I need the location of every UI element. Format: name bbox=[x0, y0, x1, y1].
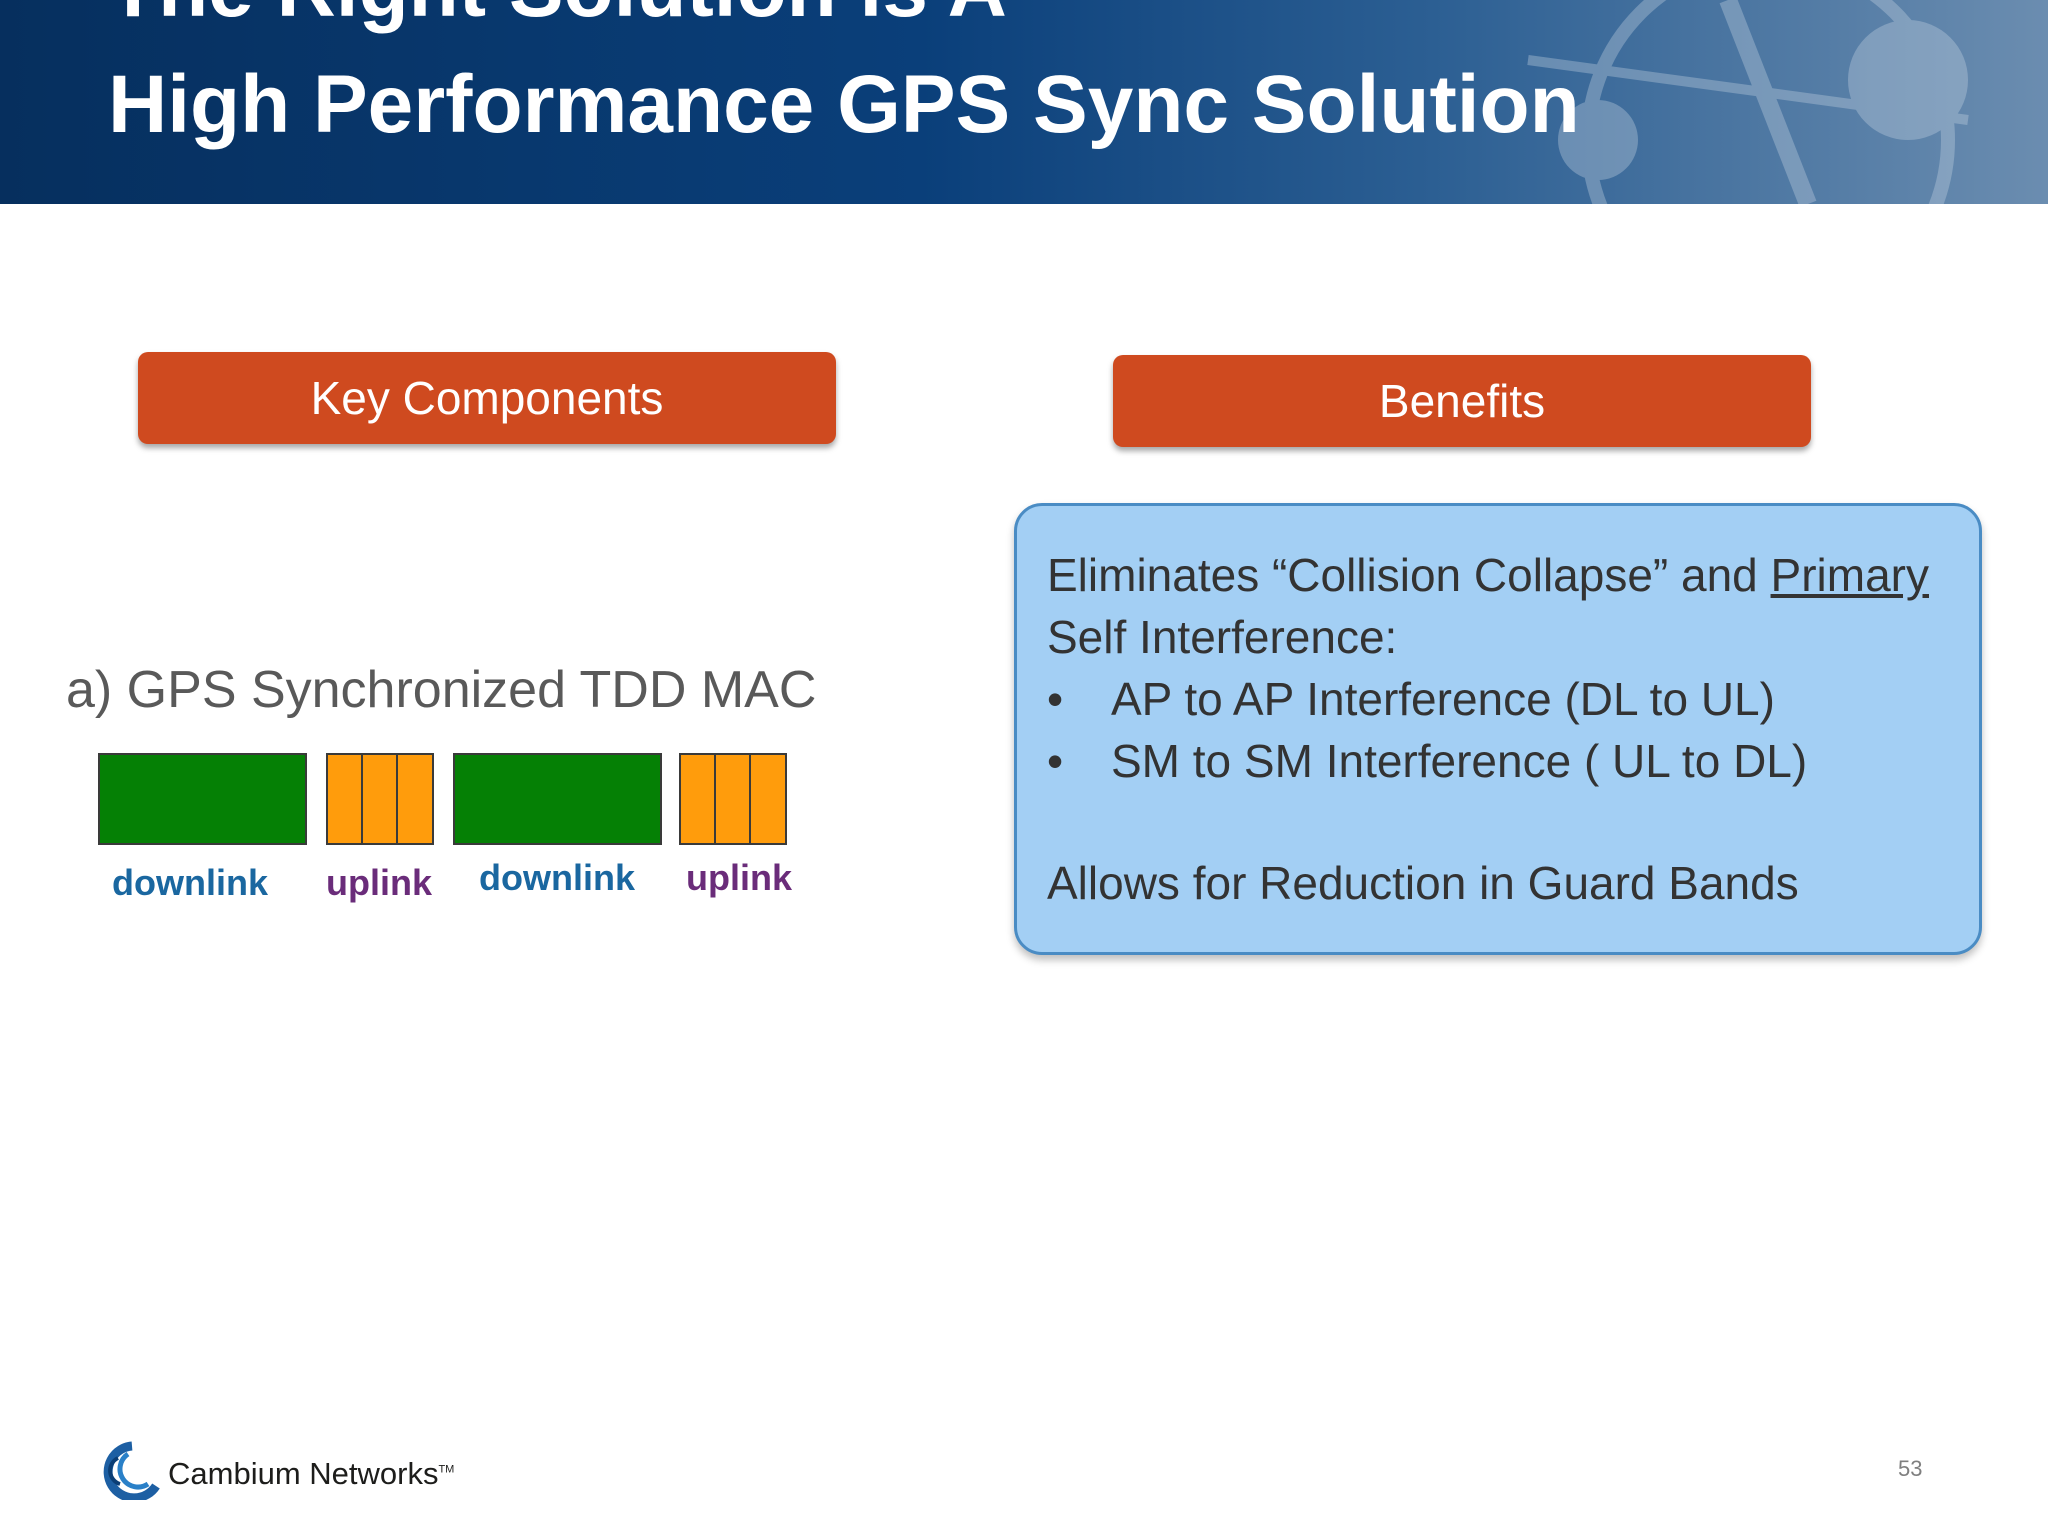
brand-name-text: Cambium Networks bbox=[168, 1456, 439, 1491]
key-components-button[interactable]: Key Components bbox=[138, 352, 836, 444]
uplink-label: uplink bbox=[326, 862, 432, 903]
uplink-slot bbox=[749, 753, 787, 845]
page-number: 53 bbox=[1898, 1456, 1923, 1481]
bullet-marker: • bbox=[1047, 735, 1064, 787]
benefits-button[interactable]: Benefits bbox=[1113, 355, 1811, 447]
downlink-label: downlink bbox=[479, 857, 635, 898]
benefit-bullet-item: • SM to SM Interference ( UL to DL) bbox=[1047, 730, 1949, 792]
cambium-logo-icon bbox=[103, 1441, 160, 1500]
slide-title-line-1: The Right Solution is A bbox=[108, 0, 1007, 36]
benefits-intro-continuation: Self Interference: bbox=[1047, 611, 1398, 663]
benefits-label: Benefits bbox=[1378, 375, 1546, 427]
benefits-closing: Allows for Reduction in Guard Bands bbox=[1047, 857, 1799, 909]
downlink-block bbox=[453, 753, 662, 845]
downlink-label: downlink bbox=[112, 862, 268, 903]
benefits-spacer bbox=[1047, 792, 1949, 852]
benefits-intro-text: Eliminates “Collision Collapse” and bbox=[1047, 549, 1771, 601]
header-banner: The Right Solution is A High Performance… bbox=[0, 0, 2048, 204]
uplink-slot bbox=[361, 753, 398, 845]
benefits-panel: Eliminates “Collision Collapse” and Prim… bbox=[1014, 503, 1982, 955]
uplink-slot bbox=[714, 753, 751, 845]
key-components-label: Key Components bbox=[310, 372, 664, 424]
trademark-mark: TM bbox=[438, 1463, 455, 1476]
uplink-slot bbox=[679, 753, 716, 845]
bullet-marker: • bbox=[1047, 673, 1064, 725]
uplink-slot bbox=[326, 753, 363, 845]
bullet-text: SM to SM Interference ( UL to DL) bbox=[1111, 735, 1808, 787]
gps-tdd-mac-label: a) GPS Synchronized TDD MAC bbox=[66, 661, 817, 719]
downlink-block bbox=[98, 753, 307, 845]
benefit-bullet-item: • AP to AP Interference (DL to UL) bbox=[1047, 668, 1949, 730]
benefits-intro-underlined: Primary bbox=[1770, 549, 1929, 601]
benefits-intro-line: Eliminates “Collision Collapse” and Prim… bbox=[1047, 544, 1949, 606]
uplink-label: uplink bbox=[686, 857, 792, 898]
tower-photo-background bbox=[1527, 0, 1969, 204]
uplink-slot bbox=[396, 753, 434, 845]
bullet-text: AP to AP Interference (DL to UL) bbox=[1111, 673, 1775, 725]
slide-title-line-2: High Performance GPS Sync Solution bbox=[108, 59, 1580, 150]
brand-name: Cambium NetworksTM bbox=[168, 1456, 454, 1492]
